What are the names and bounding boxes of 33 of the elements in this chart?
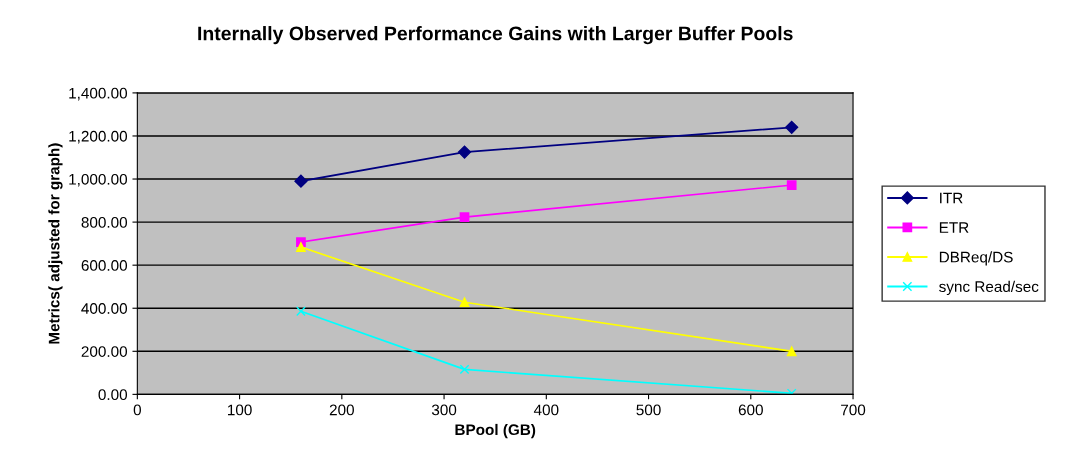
x-tick-label: 400 [533,404,559,416]
point [459,212,470,223]
y-tick-label: 0.00 [98,389,128,401]
point [786,180,797,190]
point [459,364,470,375]
point [459,297,470,308]
x-tick-label: 300 [431,404,457,416]
x-axis-title: BPool (GB) [455,423,536,439]
x-tick-label: 600 [738,404,763,416]
legend-label: ETR [939,222,969,233]
y-axis-title: Metrics( adjusted for graph) [48,143,63,344]
chart-title: Internally Observed Performance Gains with Larger Buffer Pools [198,26,793,45]
point [296,306,306,317]
y-tick-label: 1,200.00 [69,130,128,144]
legend-label: DBReq/DS [939,251,1013,266]
y-tick-label: 400.00 [81,303,128,314]
point [785,120,799,134]
legend-label: sync Read/sec [939,280,1039,296]
point [294,174,308,188]
point [457,145,472,159]
point [786,346,797,357]
y-tick-label: 600.00 [81,260,128,271]
y-tick-label: 1,000.00 [69,173,128,187]
y-tick-label: 200.00 [81,346,128,357]
y-tick-label: 800.00 [81,216,128,228]
x-tick-label: 700 [841,404,866,416]
x-tick-label: 200 [329,404,354,416]
x-tick-label: 0 [133,404,141,416]
x-tick-label: 500 [636,404,661,416]
legend-label: ITR [940,192,963,204]
x-tick-label: 100 [228,404,252,416]
point [296,242,306,252]
y-tick-label: 1,400.00 [69,87,128,101]
